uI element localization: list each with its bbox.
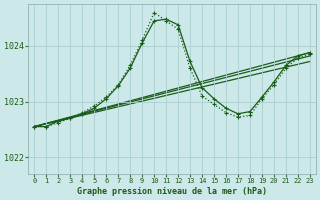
X-axis label: Graphe pression niveau de la mer (hPa): Graphe pression niveau de la mer (hPa) [77,187,267,196]
